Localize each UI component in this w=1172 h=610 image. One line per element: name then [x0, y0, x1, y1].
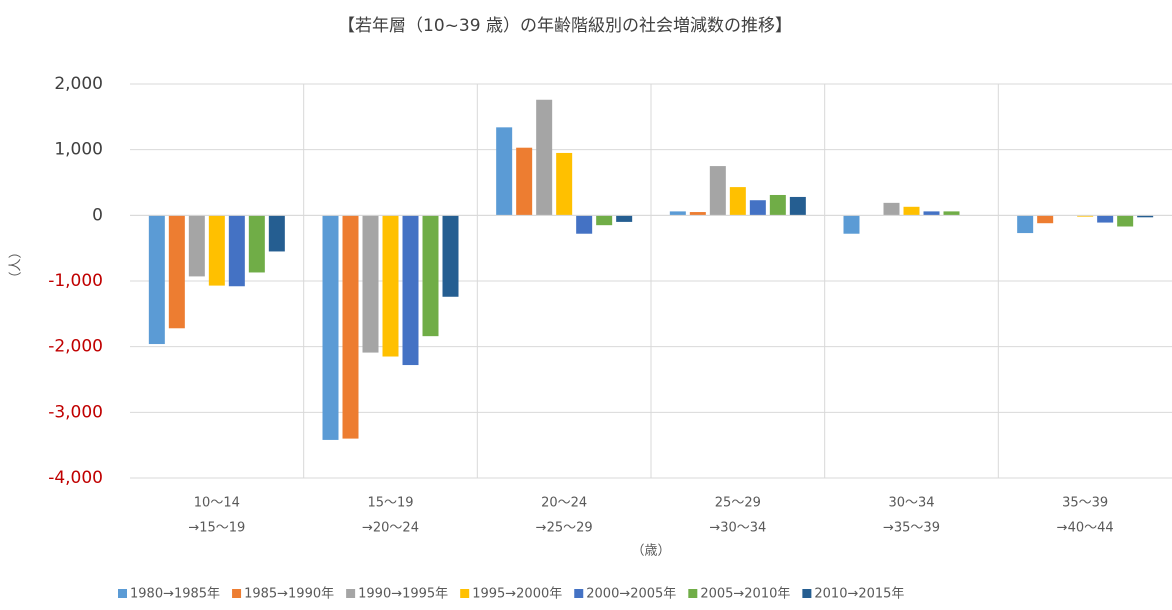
bar: [596, 215, 613, 226]
bar: [148, 215, 165, 345]
legend-label: 1985→1990年: [244, 587, 334, 602]
bar: [208, 215, 225, 286]
y-tick-label: -3,000: [48, 402, 103, 422]
chart-title: 【若年層（10~39 歳）の年齢階級別の社会増減数の推移】: [338, 16, 792, 36]
x-tick-label: →40～44: [1057, 521, 1114, 536]
x-tick-label: →35～39: [883, 521, 940, 536]
x-tick-label: →30～34: [709, 521, 766, 536]
bar: [188, 215, 205, 277]
bar: [442, 215, 459, 297]
bar: [422, 215, 439, 337]
bar: [342, 215, 359, 439]
x-axis-label: （歳）: [631, 544, 670, 559]
legend-swatch: [232, 589, 242, 598]
y-tick-label: 2,000: [54, 74, 103, 94]
bar: [248, 215, 265, 273]
bar: [1037, 215, 1054, 224]
x-tick-label: 30～34: [888, 496, 934, 511]
bar: [268, 215, 285, 252]
legend-swatch: [118, 589, 127, 598]
legend-label: 1995→2000年: [472, 587, 562, 602]
bar: [516, 147, 533, 216]
bar: [616, 215, 633, 222]
legend-swatch: [802, 589, 812, 598]
y-tick-label: 0: [92, 205, 103, 225]
bar: [669, 211, 686, 216]
legend-label: 2005→2010年: [700, 587, 790, 602]
bar: [749, 200, 766, 216]
y-tick-label: -4,000: [48, 468, 103, 488]
x-tick-label: 35～39: [1062, 496, 1108, 511]
bar: [576, 215, 593, 234]
bar: [903, 206, 920, 216]
x-tick-label: →15～19: [188, 521, 245, 536]
bar: [168, 215, 185, 329]
x-tick-label: 20～24: [541, 496, 587, 511]
bar: [322, 215, 339, 440]
legend-label: 2010→2015年: [814, 587, 904, 602]
legend-label: 1990→1995年: [358, 587, 448, 602]
bar: [228, 215, 245, 287]
bar: [789, 196, 806, 216]
bar: [1117, 215, 1134, 227]
bar: [769, 194, 786, 216]
legend-label: 1980→1985年: [130, 587, 220, 602]
bar: [689, 212, 706, 216]
bar: [1017, 215, 1034, 234]
y-axis-label: （人）: [9, 245, 24, 284]
legend-swatch: [688, 589, 698, 598]
bar: [496, 127, 513, 216]
bar: [362, 215, 379, 353]
bar: [402, 215, 419, 366]
bar: [923, 211, 940, 216]
bar: [729, 187, 746, 216]
x-tick-label: 10～14: [194, 496, 240, 511]
x-tick-label: →20～24: [362, 521, 419, 536]
bar: [536, 99, 553, 216]
bar: [943, 211, 960, 216]
bar: [1137, 215, 1154, 218]
x-tick-label: →25～29: [536, 521, 593, 536]
x-tick-label: 15～19: [367, 496, 413, 511]
bar: [382, 215, 399, 357]
y-tick-label: -2,000: [48, 337, 103, 357]
legend-label: 2000→2005年: [586, 587, 676, 602]
bar: [556, 152, 573, 216]
bar: [843, 215, 860, 234]
legend-swatch: [346, 589, 356, 598]
bar: [1077, 215, 1094, 217]
bar: [709, 166, 726, 216]
legend-swatch: [460, 589, 470, 598]
y-tick-label: 1,000: [54, 140, 103, 160]
legend-swatch: [574, 589, 584, 598]
x-tick-label: 25～29: [715, 496, 761, 511]
bar: [883, 202, 900, 216]
y-tick-label: -1,000: [48, 271, 103, 291]
bar: [1097, 215, 1114, 223]
